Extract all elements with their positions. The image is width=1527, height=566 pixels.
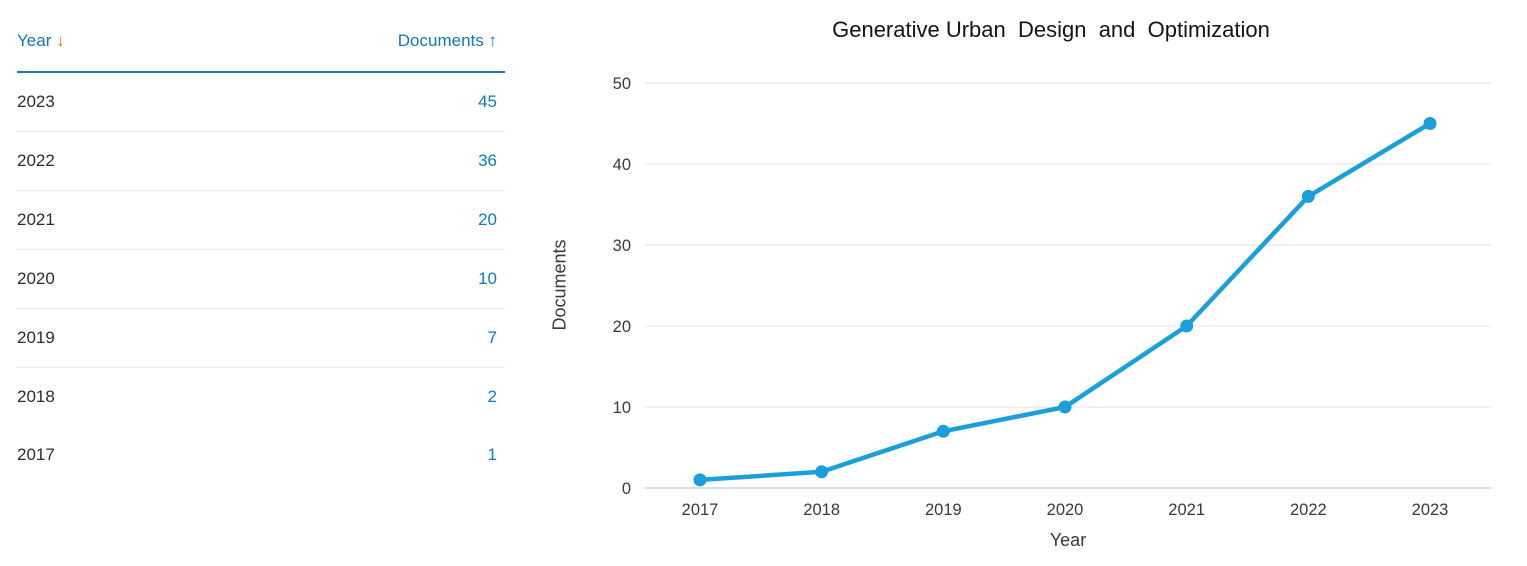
sort-descending-icon[interactable]: ↓ — [56, 31, 65, 50]
year-cell: 2019 — [17, 328, 55, 347]
series-line — [697, 121, 1433, 483]
year-cell: 2022 — [17, 151, 55, 170]
data-point[interactable] — [693, 473, 707, 487]
year-cell: 2023 — [17, 92, 55, 111]
x-tick-label: 2018 — [803, 501, 840, 519]
x-tick-label: 2020 — [1047, 501, 1084, 519]
documents-count-link[interactable]: 10 — [478, 269, 497, 288]
chart-title: Generative Urban Design and Optimization — [832, 17, 1270, 42]
data-point[interactable] — [1058, 400, 1072, 414]
documents-count-link[interactable]: 36 — [478, 151, 497, 170]
x-tick-label: 2021 — [1168, 501, 1205, 519]
sort-ascending-icon[interactable]: ↑ — [488, 31, 498, 50]
documents-column-label: Documents — [397, 31, 484, 50]
year-cell: 2017 — [17, 445, 55, 464]
y-tick-label: 50 — [613, 75, 631, 93]
table-row: 2022 36 — [17, 132, 505, 191]
year-column-header[interactable]: Year ↓ — [17, 31, 65, 51]
x-tick-label: 2023 — [1412, 501, 1449, 519]
y-axis-title: Documents — [549, 239, 570, 331]
table-row: 2019 7 — [17, 309, 505, 368]
table-row: 2018 2 — [17, 368, 505, 426]
x-tick-label: 2019 — [925, 501, 962, 519]
y-tick-label: 30 — [613, 237, 631, 255]
documents-by-year-table: Year ↓ Documents ↑ 2023 45 2022 36 2021 … — [17, 31, 505, 484]
year-cell: 2020 — [17, 269, 55, 288]
table-body: 2023 45 2022 36 2021 20 2020 10 2019 7 — [17, 73, 505, 484]
year-cell: 2021 — [17, 210, 55, 229]
documents-count-link[interactable]: 7 — [487, 328, 497, 347]
year-column-label: Year — [17, 31, 52, 50]
documents-count-link[interactable]: 20 — [478, 210, 497, 229]
table-row: 2017 1 — [17, 426, 505, 484]
x-tick-label: 2022 — [1290, 501, 1327, 519]
documents-by-year-chart: 0 10 20 30 40 50 2017 2018 2019 2020 2021 2022 2023 … — [520, 0, 1527, 566]
documents-count-link[interactable]: 2 — [487, 387, 497, 406]
y-tick-label: 0 — [622, 480, 631, 498]
year-cell: 2018 — [17, 387, 55, 406]
documents-count-link[interactable]: 45 — [478, 92, 497, 111]
table-row: 2021 20 — [17, 191, 505, 250]
data-point[interactable] — [815, 465, 829, 479]
table-row: 2020 10 — [17, 250, 505, 309]
data-point[interactable] — [936, 424, 950, 438]
x-tick-label: 2017 — [682, 501, 719, 519]
y-tick-label: 40 — [613, 156, 631, 174]
data-point[interactable] — [1180, 319, 1194, 333]
data-point[interactable] — [1423, 117, 1437, 130]
data-point[interactable] — [1301, 189, 1315, 203]
documents-chart-svg: 0 10 20 30 40 50 2017 2018 2019 2020 2021 2022 2023 — [613, 75, 1491, 519]
table-row: 2023 45 — [17, 73, 505, 132]
y-tick-label: 20 — [613, 318, 631, 336]
documents-column-header[interactable]: Documents ↑ — [398, 31, 505, 51]
table-header-row: Year ↓ Documents ↑ — [17, 31, 505, 73]
x-axis-title: Year — [1049, 530, 1087, 550]
y-tick-label: 10 — [613, 399, 631, 417]
documents-count-link[interactable]: 1 — [487, 445, 497, 464]
